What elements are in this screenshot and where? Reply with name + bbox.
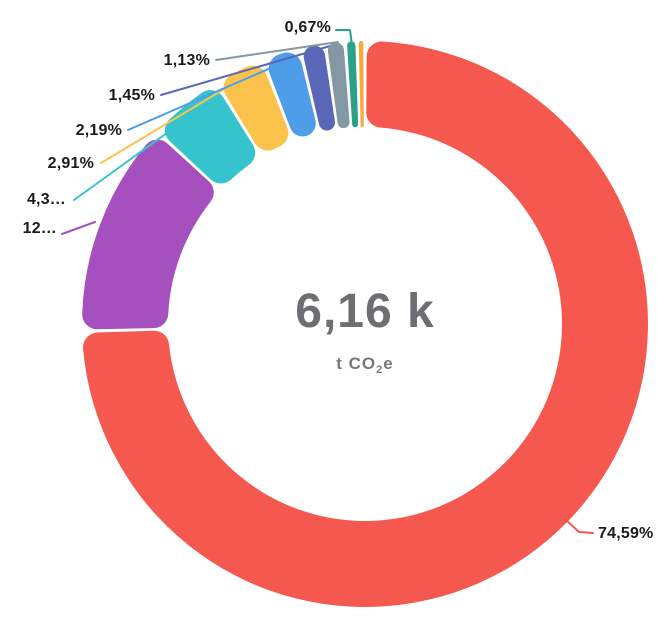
- slice-label-red: 74,59%: [598, 525, 654, 542]
- slice-label-amber: 2,91%: [47, 155, 94, 172]
- slice-label-blue: 2,19%: [75, 122, 122, 139]
- donut-slice-indigo[interactable]: [303, 45, 335, 131]
- callout-line-cyan: [73, 111, 197, 201]
- donut-slice-orange[interactable]: [358, 41, 364, 128]
- donut-slice-teal[interactable]: [347, 41, 359, 128]
- donut-slice-bluegrey[interactable]: [327, 42, 350, 129]
- slice-label-purple: 12…: [22, 220, 57, 237]
- callout-line-blue: [127, 56, 297, 131]
- slice-label-cyan: 4,3…: [26, 191, 66, 208]
- slice-label-bluegrey: 1,13%: [163, 52, 210, 69]
- donut-slice-cyan[interactable]: [164, 90, 256, 184]
- callout-line-red: [565, 519, 594, 534]
- slice-label-teal: 0,67%: [284, 19, 331, 36]
- donut-slice-red[interactable]: [83, 41, 648, 607]
- donut-slice-blue[interactable]: [268, 52, 316, 137]
- callout-line-bluegrey: [215, 41, 339, 61]
- donut-slice-purple[interactable]: [82, 139, 214, 330]
- callout-line-indigo: [160, 45, 331, 96]
- callout-line-amber: [100, 81, 237, 164]
- donut-slice-amber[interactable]: [223, 65, 289, 151]
- callout-line-purple: [61, 221, 96, 235]
- callout-line-teal: [335, 29, 353, 46]
- slice-label-indigo: 1,45%: [108, 87, 155, 104]
